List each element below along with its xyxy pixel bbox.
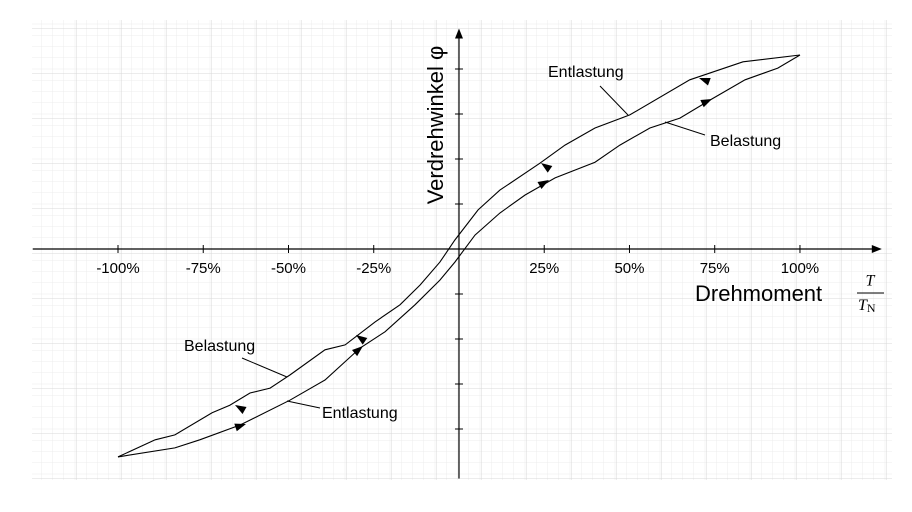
leader-line [664,121,706,136]
x-tick-label: -50% [271,260,306,277]
x-axis-label: Drehmoment [695,281,822,306]
x-tick-label: 25% [529,260,559,277]
x-tick-label: -25% [356,260,391,277]
curve [117,54,801,458]
x-tick-label: 75% [700,260,730,277]
direction-arrow [352,346,363,357]
direction-arrow [537,180,549,189]
x-tick-label: -100% [96,260,139,277]
fraction-subscript: N [867,301,876,315]
x-axis-arrow [871,245,882,253]
direction-arrow [699,78,711,86]
annotation: Belastung [710,133,781,150]
annotation: Belastung [184,338,255,355]
x-tick-label: 100% [781,260,819,277]
direction-arrow [234,423,246,432]
direction-arrow [235,405,247,414]
direction-arrow [356,335,368,345]
leader-line [286,400,321,409]
curve [117,54,801,458]
annotation: Entlastung [548,64,624,81]
fraction-denominator: TN [858,297,876,315]
y-axis-arrow [454,28,463,39]
annotation: Entlastung [322,405,398,422]
direction-arrow [541,163,553,173]
fraction-numerator: T [866,273,876,290]
leader-line [599,85,629,116]
fraction-denominator-symbol: T [858,297,868,314]
y-axis-label: Verdrehwinkel φ [423,46,448,205]
direction-arrow [700,99,712,108]
x-tick-label: 50% [614,260,644,277]
x-tick-label: -75% [186,260,221,277]
plot: -100% -75% -50% -25% 25% 50% 75% 100% Drehmoment… [32,28,884,479]
leader-line [241,357,288,378]
graph-paper [32,20,892,480]
